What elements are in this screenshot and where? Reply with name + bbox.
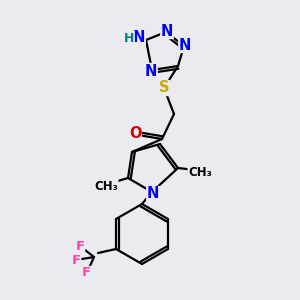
Text: N: N — [133, 31, 145, 46]
Text: H: H — [124, 32, 134, 44]
Text: N: N — [161, 23, 173, 38]
Text: CH₃: CH₃ — [94, 179, 118, 193]
Text: O: O — [129, 127, 141, 142]
Text: F: F — [76, 241, 85, 254]
Text: CH₃: CH₃ — [188, 166, 212, 178]
Text: N: N — [179, 38, 191, 52]
Text: N: N — [147, 187, 159, 202]
Text: N: N — [145, 64, 157, 79]
Text: S: S — [159, 80, 169, 95]
Text: F: F — [82, 266, 91, 280]
Text: F: F — [71, 254, 81, 268]
